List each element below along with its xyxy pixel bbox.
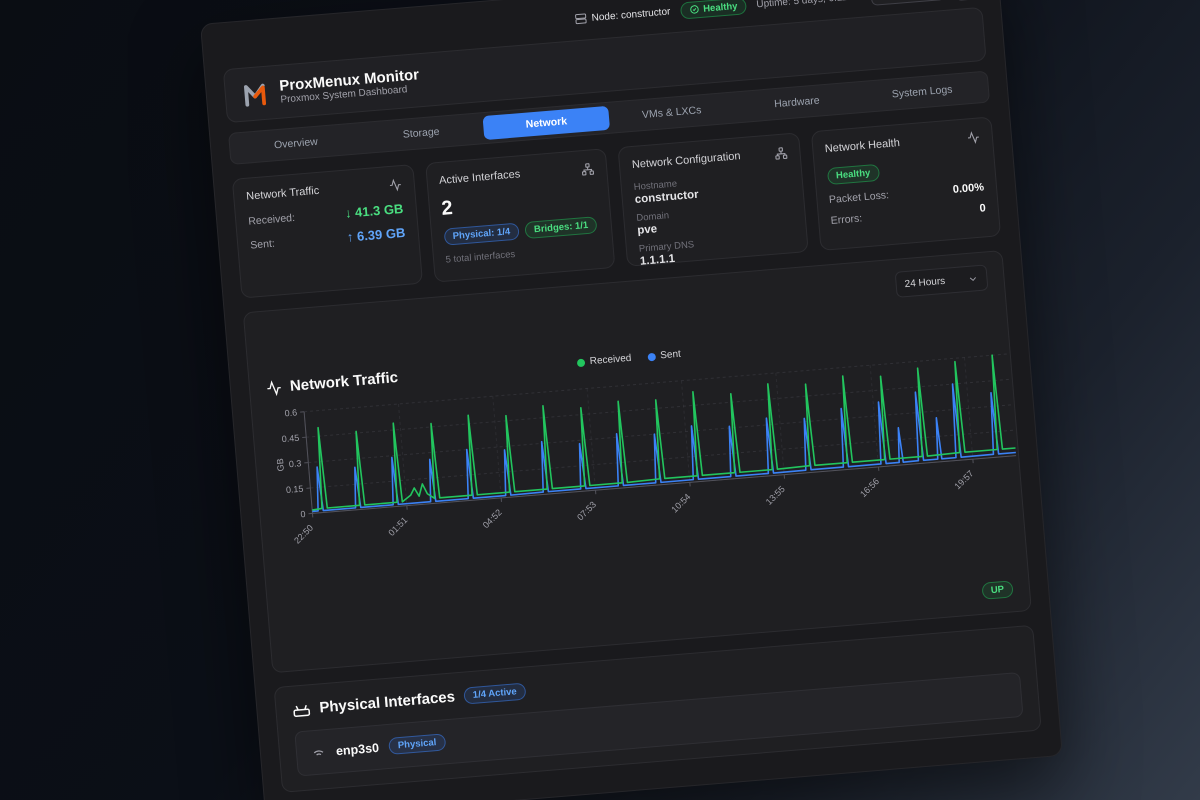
active-interfaces-card: Active Interfaces 2 Physical: 1/4 Bridge…	[424, 148, 616, 283]
svg-text:07:53: 07:53	[575, 499, 598, 522]
top-bar: Node: constructor Healthy Uptime: 5 days…	[220, 0, 982, 65]
sent-label: Sent:	[249, 237, 276, 252]
svg-text:GB: GB	[275, 458, 286, 472]
node-info: Node: constructor	[574, 5, 671, 25]
interface-row-enp3s0[interactable]: enp3s0 Physical	[294, 672, 1024, 777]
errors-value: 0	[979, 202, 987, 215]
physical-interfaces-section: Physical Interfaces 1/4 Active enp3s0 Ph…	[273, 624, 1042, 793]
svg-text:0: 0	[300, 509, 306, 519]
chart-title: Network Traffic	[289, 368, 399, 395]
network-tree-icon	[774, 146, 788, 160]
network-health-card: Network Health Healthy Packet Loss: 0.00…	[810, 116, 1002, 251]
up-status-badge: UP	[981, 580, 1014, 600]
server-icon	[574, 12, 587, 25]
tab-overview[interactable]: Overview	[273, 135, 319, 152]
uptime-text: Uptime: 5 days, 6:11:25	[755, 0, 862, 10]
active-count-badge: 1/4 Active	[463, 682, 527, 705]
health-status-badge: Healthy	[679, 0, 748, 20]
svg-text:04:52: 04:52	[481, 507, 504, 530]
svg-text:0.15: 0.15	[286, 484, 304, 495]
packet-loss-label: Packet Loss:	[828, 189, 890, 207]
svg-text:10:54: 10:54	[669, 492, 692, 515]
interface-name: enp3s0	[335, 740, 380, 758]
network-configuration-card: Network Configuration Hostname construct…	[617, 132, 809, 268]
activity-icon	[388, 178, 402, 192]
chevron-down-icon	[967, 273, 979, 285]
arrow-down-icon: ↓	[344, 205, 353, 221]
sent-value: 6.39 GB	[356, 224, 406, 244]
svg-text:19:57: 19:57	[952, 468, 975, 491]
app-header: ProxMenux Monitor Proxmox System Dashboa…	[222, 6, 987, 124]
interface-count: 2	[440, 196, 454, 220]
wifi-icon	[310, 744, 326, 760]
arrow-up-icon: ↑	[346, 229, 355, 245]
interface-type-badge: Physical	[388, 733, 446, 755]
network-traffic-chart-card: 24 Hours Received Sent Network Traffic	[242, 250, 1032, 674]
svg-text:13:55: 13:55	[764, 484, 787, 507]
theme-toggle-button[interactable]	[953, 0, 982, 2]
legend-received: Received	[576, 353, 632, 368]
svg-text:0.45: 0.45	[281, 433, 299, 444]
card-title: Network Traffic	[245, 184, 320, 203]
time-range-select[interactable]: 24 Hours	[894, 264, 989, 298]
router-icon	[292, 699, 311, 718]
svg-text:01:51: 01:51	[386, 515, 409, 538]
tab-system-logs[interactable]: System Logs	[891, 83, 953, 101]
sent-dot-icon	[647, 352, 656, 361]
tab-network[interactable]: Network	[482, 105, 611, 141]
svg-text:0.6: 0.6	[284, 407, 297, 418]
tab-hardware[interactable]: Hardware	[773, 94, 821, 111]
check-circle-icon	[689, 4, 700, 15]
activity-icon	[265, 379, 282, 396]
network-icon	[581, 162, 595, 176]
card-title: Network Configuration	[631, 150, 741, 172]
tab-vms-lxcs[interactable]: VMs & LXCs	[641, 104, 702, 122]
card-title: Network Health	[824, 137, 901, 156]
svg-text:22:50: 22:50	[292, 523, 315, 546]
health-badge: Healthy	[826, 163, 880, 186]
svg-text:0.3: 0.3	[288, 458, 301, 469]
legend-sent: Sent	[647, 349, 681, 363]
errors-label: Errors:	[830, 212, 863, 227]
network-traffic-card: Network Traffic Received: ↓ 41.3 GB Sent…	[231, 164, 423, 299]
received-dot-icon	[576, 358, 586, 367]
section-title: Physical Interfaces	[318, 687, 456, 716]
metric-cards-row: Network Traffic Received: ↓ 41.3 GB Sent…	[231, 116, 1002, 299]
bridges-count-badge: Bridges: 1/1	[524, 216, 598, 240]
node-label: Node: constructor	[591, 5, 671, 24]
received-label: Received:	[247, 211, 296, 228]
svg-text:16:56: 16:56	[858, 476, 881, 499]
dashboard-window: Node: constructor Healthy Uptime: 5 days…	[200, 0, 1063, 800]
traffic-chart-plot: 22:50 01:51 04:52 07:53 10:54 13:55 16:56 19:57…	[268, 347, 1017, 563]
received-value: 41.3 GB	[354, 200, 404, 220]
packet-loss-value: 0.00%	[952, 181, 985, 196]
activity-icon	[966, 130, 980, 144]
refresh-button[interactable]: Refresh	[869, 0, 946, 6]
tab-storage[interactable]: Storage	[402, 125, 440, 141]
proxmenux-logo	[239, 78, 271, 110]
physical-count-badge: Physical: 1/4	[443, 222, 520, 246]
card-title: Active Interfaces	[438, 168, 521, 187]
total-interfaces-text: 5 total interfaces	[445, 248, 516, 266]
